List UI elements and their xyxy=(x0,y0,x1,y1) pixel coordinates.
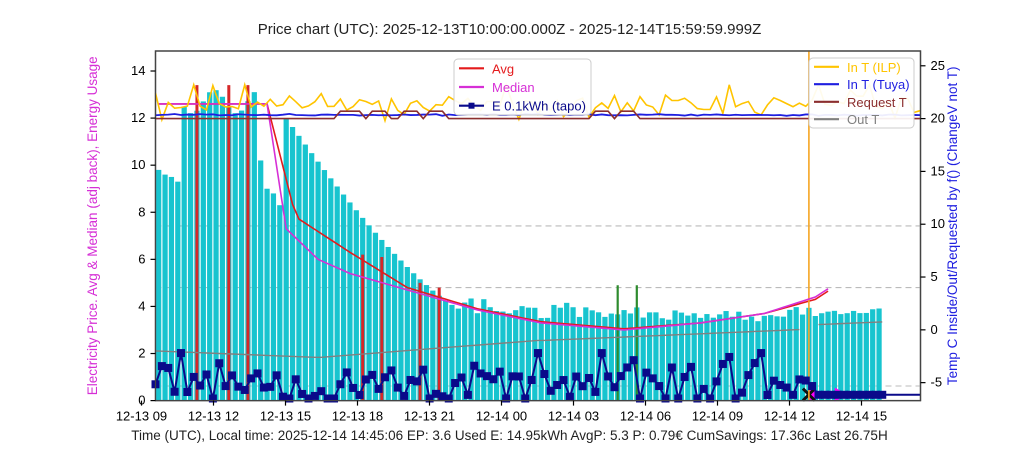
svg-text:12-14 12: 12-14 12 xyxy=(764,409,815,424)
svg-text:0: 0 xyxy=(138,393,145,408)
svg-text:2: 2 xyxy=(138,346,145,361)
svg-text:10: 10 xyxy=(931,216,945,231)
svg-text:Median: Median xyxy=(492,80,535,95)
svg-text:12-13 15: 12-13 15 xyxy=(260,409,311,424)
svg-text:5: 5 xyxy=(931,269,938,284)
svg-text:Price chart (UTC): 2025-12-13T: Price chart (UTC): 2025-12-13T10:00:00.0… xyxy=(258,21,762,38)
svg-text:14: 14 xyxy=(131,63,145,78)
svg-text:Electricity Price. Avg & Media: Electricity Price. Avg & Median (adj bac… xyxy=(85,56,100,395)
svg-text:15: 15 xyxy=(931,163,945,178)
svg-text:E 0.1kWh (tapo): E 0.1kWh (tapo) xyxy=(492,99,586,114)
svg-text:12-13 12: 12-13 12 xyxy=(188,409,239,424)
svg-text:Out T: Out T xyxy=(847,112,879,127)
svg-text:In T (ILP): In T (ILP) xyxy=(847,60,901,75)
svg-text:8: 8 xyxy=(138,204,145,219)
svg-text:10: 10 xyxy=(131,157,145,172)
svg-text:12-13 21: 12-13 21 xyxy=(404,409,455,424)
svg-text:0: 0 xyxy=(931,322,938,337)
svg-text:12-14 15: 12-14 15 xyxy=(836,409,887,424)
svg-text:12-13 09: 12-13 09 xyxy=(116,409,167,424)
svg-text:Temp C Inside/Out/Requested by: Temp C Inside/Out/Requested by f() (Chan… xyxy=(945,66,960,385)
svg-text:Avg: Avg xyxy=(492,61,514,76)
svg-text:6: 6 xyxy=(138,251,145,266)
svg-text:Time (UTC), Local time: 2025-1: Time (UTC), Local time: 2025-12-14 14:45… xyxy=(131,428,887,443)
svg-text:12-14 03: 12-14 03 xyxy=(548,409,599,424)
svg-text:-5: -5 xyxy=(931,375,943,390)
svg-text:12-13 18: 12-13 18 xyxy=(332,409,383,424)
svg-text:12: 12 xyxy=(131,110,145,125)
svg-text:12-14 09: 12-14 09 xyxy=(692,409,743,424)
svg-text:25: 25 xyxy=(931,58,945,73)
svg-text:Request T: Request T xyxy=(847,95,907,110)
svg-text:In T (Tuya): In T (Tuya) xyxy=(847,77,910,92)
svg-text:12-14 00: 12-14 00 xyxy=(476,409,527,424)
svg-text:20: 20 xyxy=(931,111,945,126)
svg-text:4: 4 xyxy=(138,298,145,313)
svg-text:12-14 06: 12-14 06 xyxy=(620,409,671,424)
